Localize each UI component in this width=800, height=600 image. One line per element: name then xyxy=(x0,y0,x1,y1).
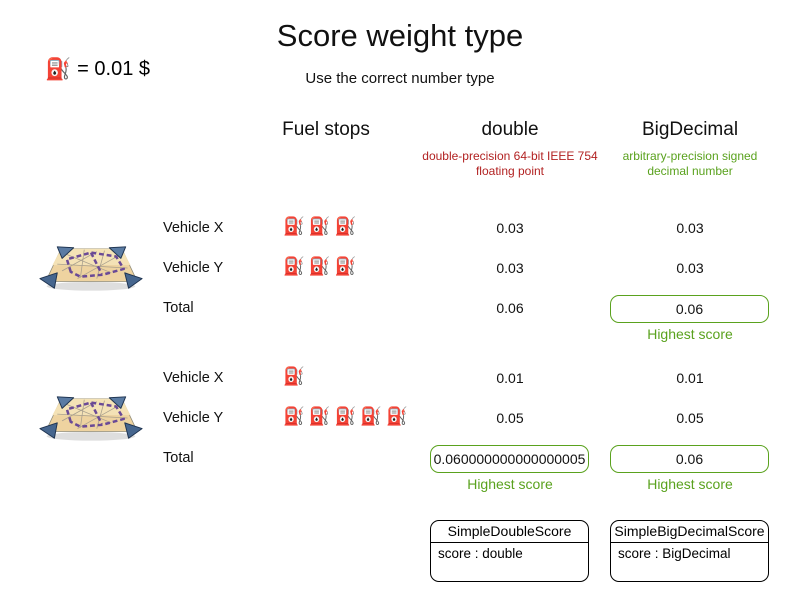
page-title: Score weight type xyxy=(276,18,524,53)
uml-class-field: score : BigDecimal xyxy=(618,546,731,561)
bigdecimal-description: arbitrary-precision signed decimal numbe… xyxy=(622,149,758,178)
row-label: Total xyxy=(163,450,194,466)
uml-class-name: SimpleBigDecimalScore xyxy=(611,521,768,543)
bigdecimal-total-value: 0.06 xyxy=(675,451,704,467)
double-total-value: 0.060000000000000005 xyxy=(433,451,586,467)
double-total-value: 0.06 xyxy=(496,300,524,316)
fuel-stops-cell: ⛽⛽⛽ xyxy=(283,254,423,282)
bigdecimal-total-value: 0.06 xyxy=(675,301,704,317)
fuel-pump-icons: ⛽⛽⛽ xyxy=(283,217,361,238)
bigdecimal-value: 0.05 xyxy=(676,410,704,426)
double-value: 0.03 xyxy=(496,260,524,276)
highest-score-note: Highest score xyxy=(467,476,553,492)
bigdecimal-value: 0.01 xyxy=(676,370,704,386)
uml-class-simplebigdecimalscore: SimpleBigDecimalScore score : BigDecimal xyxy=(610,520,769,582)
row-label: Vehicle X xyxy=(163,220,224,236)
double-description: double-precision 64-bit IEEE 754 floatin… xyxy=(422,149,598,178)
highest-score-note: Highest score xyxy=(647,326,733,342)
row-label: Vehicle Y xyxy=(163,260,224,276)
double-value: 0.01 xyxy=(496,370,524,386)
bigdecimal-total-box: 0.06 xyxy=(610,445,769,473)
fuel-pump-icons: ⛽⛽⛽ xyxy=(283,257,361,278)
bigdecimal-value: 0.03 xyxy=(676,220,704,236)
fuel-pump-icons: ⛽ xyxy=(283,367,309,388)
uml-class-field: score : double xyxy=(438,546,523,561)
bigdecimal-value: 0.03 xyxy=(676,260,704,276)
row-label: Total xyxy=(163,300,194,316)
column-header-double: double xyxy=(481,119,539,140)
highest-score-note: Highest score xyxy=(647,476,733,492)
vehicle-routing-map-image xyxy=(39,246,143,291)
fuel-pump-icon: ⛽ xyxy=(45,57,72,81)
column-header-fuel-stops: Fuel stops xyxy=(282,119,370,140)
uml-class-name: SimpleDoubleScore xyxy=(431,521,588,543)
column-header-bigdecimal: BigDecimal xyxy=(641,119,739,140)
bigdecimal-total-box: 0.06 xyxy=(610,295,769,323)
page-subtitle: Use the correct number type xyxy=(305,70,495,87)
fuel-stops-cell: ⛽ xyxy=(283,364,423,392)
row-label: Vehicle Y xyxy=(163,410,224,426)
fuel-cost-legend-text: = 0.01 $ xyxy=(77,58,150,80)
double-total-box: 0.060000000000000005 xyxy=(430,445,589,473)
double-value: 0.05 xyxy=(496,410,524,426)
fuel-pump-icons: ⛽⛽⛽⛽⛽ xyxy=(283,407,412,428)
vehicle-routing-map-image xyxy=(39,396,143,441)
uml-class-simpledoublescore: SimpleDoubleScore score : double xyxy=(430,520,589,582)
fuel-cost-legend: ⛽ = 0.01 $ xyxy=(45,58,150,81)
double-value: 0.03 xyxy=(496,220,524,236)
row-label: Vehicle X xyxy=(163,370,224,386)
fuel-stops-cell: ⛽⛽⛽⛽⛽ xyxy=(283,404,443,432)
fuel-stops-cell: ⛽⛽⛽ xyxy=(283,214,423,242)
